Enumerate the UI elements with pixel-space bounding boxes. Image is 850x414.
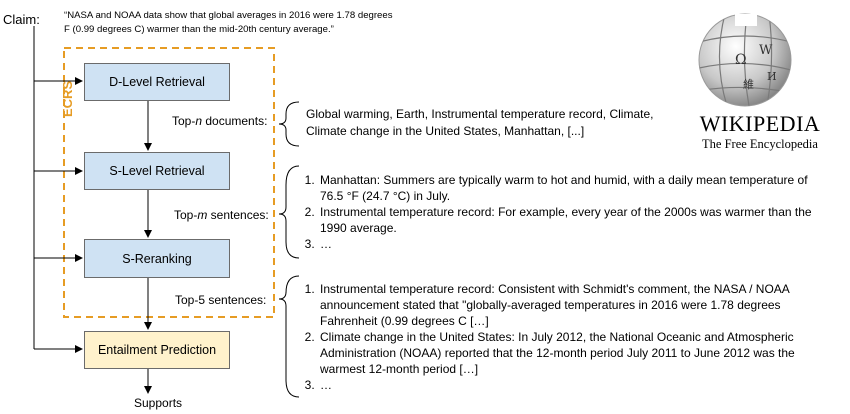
list-item: … (318, 377, 833, 393)
wikipedia-wordmark: WIKIPEDIA (699, 111, 821, 136)
list-item: Instrumental temperature record: For exa… (318, 204, 833, 236)
globe-glyph: И (767, 70, 777, 83)
top-5-sentence-list: Instrumental temperature record: Consist… (298, 281, 833, 393)
top-m-sentences-label: Top-m sentences: (174, 208, 269, 222)
top-m-sentence-list: Manhattan: Summers are typically warm to… (298, 172, 833, 252)
brace-top5 (278, 275, 300, 398)
s-level-retrieval-label: S-Level Retrieval (109, 164, 205, 178)
globe-glyph: W (759, 43, 773, 58)
brace-documents (278, 101, 300, 147)
s-reranking-label: S-Reranking (122, 251, 192, 266)
brace-top-m (278, 165, 300, 259)
top-n-documents-label: Top-n documents: (172, 114, 268, 128)
list-item: Climate change in the United States: In … (318, 329, 833, 377)
s-level-retrieval-box: S-Level Retrieval (84, 152, 230, 190)
wikipedia-tagline: The Free Encyclopedia (702, 137, 818, 151)
s-reranking-box: S-Reranking (84, 239, 230, 278)
list-item: Instrumental temperature record: Consist… (318, 281, 833, 329)
claim-label: Claim: (3, 12, 40, 27)
retrieved-documents: Global warming, Earth, Instrumental temp… (306, 107, 654, 138)
entailment-prediction-label: Entailment Prediction (97, 343, 217, 357)
claim-text: “NASA and NOAA data show that global ave… (64, 10, 393, 35)
wikipedia-globe-icon: Ω W 維 И (698, 13, 792, 107)
entailment-prediction-box: Entailment Prediction (84, 331, 230, 369)
top-5-sentences-label: Top-5 sentences: (175, 293, 267, 307)
d-level-retrieval-box: D-Level Retrieval (84, 63, 230, 101)
list-item: Manhattan: Summers are typically warm to… (318, 172, 833, 204)
globe-glyph: Ω (735, 52, 747, 68)
list-item: … (318, 236, 833, 252)
output-label: Supports (134, 396, 183, 410)
ecrs-label: ECRS (60, 80, 75, 117)
d-level-retrieval-label: D-Level Retrieval (109, 75, 205, 89)
globe-glyph: 維 (743, 78, 754, 91)
